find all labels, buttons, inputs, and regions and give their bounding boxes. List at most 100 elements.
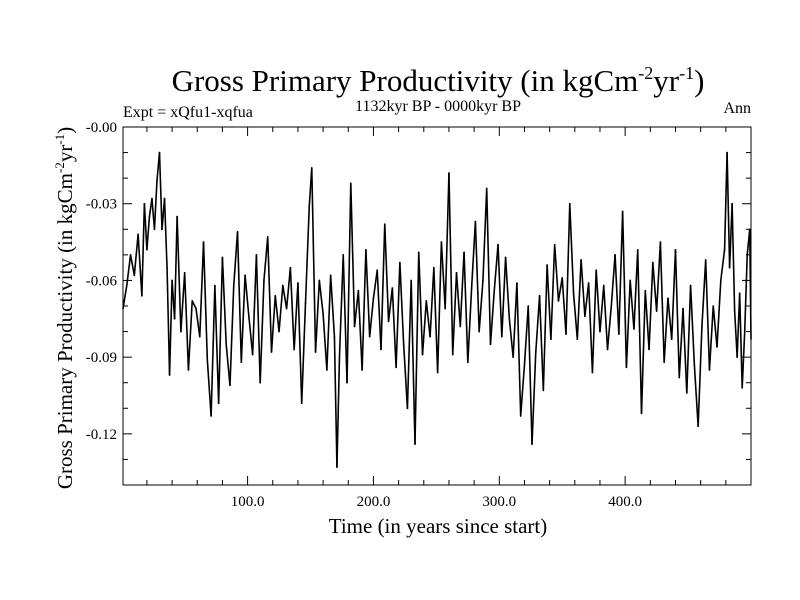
line-segment xyxy=(158,151,163,231)
season-label: Ann xyxy=(723,100,751,117)
axis-ticks: 100.0 200.0 300.0 400.0 -0.00 -0.03 -0.06 -0.09… xyxy=(86,120,751,510)
line-segment xyxy=(501,256,507,338)
line-segment xyxy=(163,197,168,269)
line-segment xyxy=(451,271,458,356)
line-segment xyxy=(289,266,295,351)
chart-title: Gross Primary Productivity (in kgCm-2yr-… xyxy=(172,63,705,98)
line-segment xyxy=(531,351,537,445)
line-segment xyxy=(376,269,382,351)
line-segment xyxy=(414,251,420,445)
line-segment xyxy=(633,248,639,330)
y-tick-label: -0.06 xyxy=(86,273,118,289)
line-segment xyxy=(336,356,341,468)
line-segment xyxy=(153,179,158,231)
title-mid-text: yr xyxy=(653,63,680,98)
line-segment xyxy=(561,277,567,335)
line-segment xyxy=(310,167,317,353)
line-segment xyxy=(644,289,650,351)
line-segment xyxy=(210,284,216,417)
line-segment xyxy=(697,325,703,427)
line-segment xyxy=(678,307,684,379)
line-segment xyxy=(519,364,526,417)
line-segment xyxy=(701,259,707,328)
line-segment xyxy=(297,282,303,404)
line-segment xyxy=(225,343,231,387)
line-segment xyxy=(206,358,212,417)
line-segment xyxy=(217,256,224,404)
line-segment xyxy=(625,279,631,369)
line-segment xyxy=(395,261,401,369)
line-segment xyxy=(493,243,499,292)
line-segment xyxy=(512,282,518,358)
line-segment xyxy=(266,236,273,353)
line-segment xyxy=(489,289,496,346)
line-segment xyxy=(448,172,454,356)
y-tick-label: -0.00 xyxy=(86,120,117,136)
title-main-text: Gross Primary Productivity (in kgCm xyxy=(172,63,639,98)
line-segment xyxy=(689,284,696,366)
chart-subtitle: 1132kyr BP - 0000kyr BP xyxy=(355,98,521,115)
line-segment xyxy=(214,284,220,404)
line-segment xyxy=(591,269,598,374)
line-segment xyxy=(274,294,280,333)
x-tick-label: 100.0 xyxy=(231,494,265,510)
line-segment xyxy=(293,282,299,351)
line-segment xyxy=(467,287,473,364)
line-segment xyxy=(183,271,190,371)
ylabel-main-text: Gross Primary Productivity (in kgCm xyxy=(53,173,77,489)
line-segment xyxy=(168,279,173,376)
line-segment xyxy=(322,312,328,371)
line-segment xyxy=(425,300,431,338)
line-segment xyxy=(470,220,477,289)
line-segment xyxy=(429,266,435,338)
line-segment xyxy=(712,305,718,348)
line-segment xyxy=(406,279,413,410)
line-segment xyxy=(576,259,582,341)
line-segment xyxy=(342,254,348,384)
x-tick-label: 300.0 xyxy=(482,494,516,510)
line-segment xyxy=(433,266,439,374)
line-segment xyxy=(572,292,579,341)
line-segment xyxy=(748,228,752,341)
line-segment xyxy=(202,241,209,361)
line-segment xyxy=(497,243,503,338)
line-segment xyxy=(708,305,715,371)
ylabel-mid-text: yr xyxy=(53,145,77,163)
line-segment xyxy=(587,282,594,374)
ylabel-end-text: ) xyxy=(53,127,77,134)
line-segment xyxy=(137,233,143,297)
line-segment xyxy=(399,261,405,346)
line-segment xyxy=(719,248,726,282)
line-segment xyxy=(380,223,386,351)
line-segment xyxy=(338,254,345,358)
line-segment xyxy=(402,343,409,410)
line-segment xyxy=(741,330,746,389)
line-segment xyxy=(417,251,424,356)
x-tick-label: 400.0 xyxy=(608,494,642,510)
line-segment xyxy=(166,266,171,376)
experiment-label: Expt = xQfu1-xqfua xyxy=(123,104,253,121)
y-tick-label: -0.03 xyxy=(86,197,117,213)
x-tick-label: 200.0 xyxy=(357,494,391,510)
line-segment xyxy=(602,284,609,351)
title-end-text: ) xyxy=(694,63,704,98)
ylabel-superscript-1: -2 xyxy=(52,162,67,173)
line-segment xyxy=(333,335,338,468)
line-segment xyxy=(391,287,397,369)
line-segment xyxy=(550,243,556,341)
line-segment xyxy=(346,182,352,384)
line-segment xyxy=(444,172,450,310)
line-segment xyxy=(482,187,488,282)
line-segment xyxy=(565,202,571,335)
line-segment xyxy=(318,279,324,315)
line-segment xyxy=(686,284,692,394)
line-segment xyxy=(187,300,194,371)
line-segment xyxy=(682,307,688,394)
line-segment xyxy=(568,202,575,295)
line-segment xyxy=(659,241,665,364)
line-segment xyxy=(743,254,749,333)
line-segment xyxy=(259,279,265,384)
line-segment xyxy=(674,248,681,379)
line-segment xyxy=(648,261,654,351)
line-segment xyxy=(508,317,514,358)
